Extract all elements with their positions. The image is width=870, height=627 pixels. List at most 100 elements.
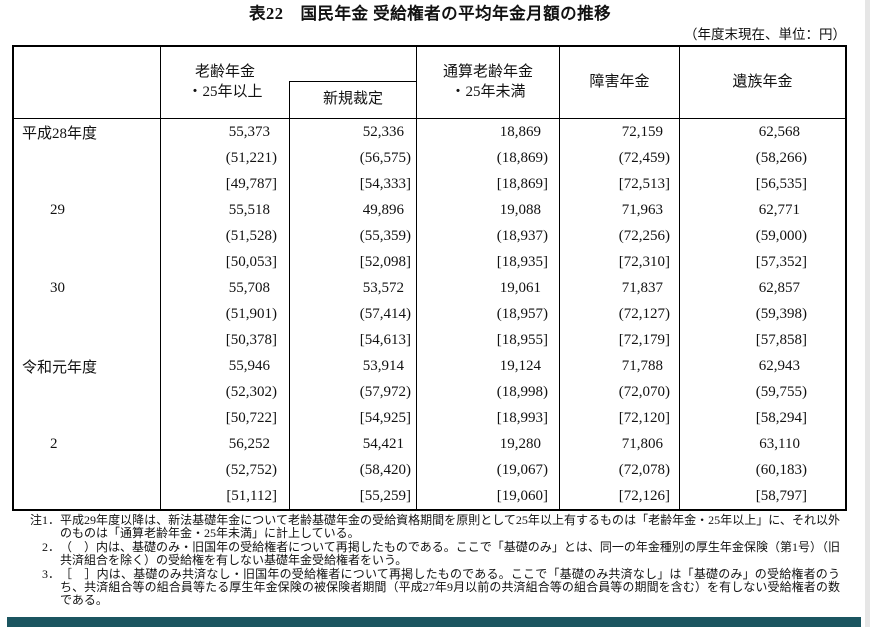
value-cell: [72,120] (559, 405, 679, 431)
pension-table-header: 老齢年金 ・25年以上 新規裁定 通算老齢年金 ・25年未満 障害年金 遺族年金 (14, 47, 845, 119)
value-cell: (57,414) (289, 301, 416, 327)
value-cell: [58,797] (679, 483, 845, 509)
footnote-3-text: ［ ］内は、基礎のみ共済なし・旧国年の受給権者について再掲したものである。ここで… (60, 566, 840, 608)
year-label: 令和元年度 (22, 359, 98, 376)
header-prorated-line1: 通算老齢年金 (442, 64, 533, 80)
footnote-2-text: （ ）内は、基礎のみ・旧国年の受給権者について再掲したものである。ここで「基礎の… (60, 539, 840, 568)
value-cell: (51,901) (160, 301, 289, 327)
year-label (14, 223, 160, 249)
value-cell: [52,098] (289, 249, 416, 275)
header-oldage-pension: 老齢年金 ・25年以上 (160, 47, 289, 118)
footnote-2-label: 2． (41, 539, 60, 554)
year-label (14, 327, 160, 353)
value-cell: (60,183) (679, 457, 845, 483)
year-label (14, 171, 160, 197)
year-label: 30 (50, 279, 65, 296)
year-label (14, 483, 160, 509)
value-cell: (51,221) (160, 145, 289, 171)
value-cell: 52,336 (289, 119, 416, 145)
value-cell: 53,914 (289, 353, 416, 379)
value-cell: (18,998) (416, 379, 559, 405)
footnote-3: 3． ［ ］内は、基礎のみ共済なし・旧国年の受給権者について再掲したものである。… (12, 566, 840, 608)
header-prorated-oldage-pension: 通算老齢年金 ・25年未満 (416, 47, 559, 118)
value-cell: [18,955] (416, 327, 559, 353)
page-title: 表22 国民年金 受給権者の平均年金月額の推移 (248, 4, 612, 23)
header-new-award: 新規裁定 (289, 81, 416, 118)
header-survivor-pension: 遺族年金 (679, 47, 845, 118)
value-cell: [50,378] (160, 327, 289, 353)
value-cell: [54,333] (289, 171, 416, 197)
value-cell: [58,294] (679, 405, 845, 431)
value-cell: (58,266) (679, 145, 845, 171)
value-cell: (72,127) (559, 301, 679, 327)
value-cell: [55,259] (289, 483, 416, 509)
value-cell: [50,053] (160, 249, 289, 275)
value-cell: [49,787] (160, 171, 289, 197)
value-cell: [54,613] (289, 327, 416, 353)
header-corner-cell (14, 47, 160, 118)
header-disability-pension: 障害年金 (559, 47, 679, 118)
value-cell: [18,869] (416, 171, 559, 197)
footnote-3-label: 3． (41, 566, 60, 581)
value-cell: 53,572 (289, 275, 416, 301)
pension-table-body: 平成28年度 55,373 52,336 18,869 72,159 62,568 (51,… (14, 119, 845, 509)
value-cell: 62,857 (679, 275, 845, 301)
value-cell: 71,788 (559, 353, 679, 379)
header-oldage-line1: 老齢年金 (194, 64, 255, 80)
value-cell: 56,252 (160, 431, 289, 457)
value-cell: 62,943 (679, 353, 845, 379)
value-cell: 19,280 (416, 431, 559, 457)
footnote-1-text: 平成29年度以降は、新法基礎年金について老齢基礎年金の受給資格期間を原則として2… (60, 513, 840, 541)
value-cell: 55,373 (160, 119, 289, 145)
value-cell: (59,000) (679, 223, 845, 249)
value-cell: 62,568 (679, 119, 845, 145)
footnotes: 注1． 平成29年度以降は、新法基礎年金について老齢基礎年金の受給資格期間を原則… (12, 513, 840, 608)
value-cell: [57,352] (679, 249, 845, 275)
value-cell: 19,124 (416, 353, 559, 379)
year-label (14, 301, 160, 327)
value-cell: [72,126] (559, 483, 679, 509)
year-label (14, 457, 160, 483)
value-cell: 55,708 (160, 275, 289, 301)
page-edge (865, 0, 870, 627)
value-cell: 72,159 (559, 119, 679, 145)
value-cell: (56,575) (289, 145, 416, 171)
year-label: 29 (50, 201, 65, 218)
value-cell: [56,535] (679, 171, 845, 197)
value-cell: (57,972) (289, 379, 416, 405)
value-cell: [19,060] (416, 483, 559, 509)
value-cell: 19,088 (416, 197, 559, 223)
value-cell: 71,837 (559, 275, 679, 301)
value-cell: 18,869 (416, 119, 559, 145)
value-cell: 19,061 (416, 275, 559, 301)
year-label: 2 (50, 435, 58, 452)
value-cell: (51,528) (160, 223, 289, 249)
value-cell: (52,752) (160, 457, 289, 483)
value-cell: 71,963 (559, 197, 679, 223)
header-oldage-line2: ・25年以上 (187, 83, 263, 100)
value-cell: 54,421 (289, 431, 416, 457)
document-page: 表22 国民年金 受給権者の平均年金月額の推移 （年度末現在、単位：円） 老齢年… (12, 0, 848, 608)
header-gap-cell (289, 47, 416, 81)
value-cell: 63,110 (679, 431, 845, 457)
year-label (14, 405, 160, 431)
header-prorated-line2: ・25年未満 (450, 83, 526, 100)
value-cell: (18,937) (416, 223, 559, 249)
value-cell: 62,771 (679, 197, 845, 223)
value-cell: (58,420) (289, 457, 416, 483)
value-cell: (55,359) (289, 223, 416, 249)
value-cell: [72,179] (559, 327, 679, 353)
value-cell: (52,302) (160, 379, 289, 405)
unit-note: （年度末現在、単位：円） (684, 27, 846, 42)
value-cell: [72,513] (559, 171, 679, 197)
pension-table: 老齢年金 ・25年以上 新規裁定 通算老齢年金 ・25年未満 障害年金 遺族年金… (12, 45, 847, 511)
value-cell: [51,112] (160, 483, 289, 509)
value-cell: 49,896 (289, 197, 416, 223)
value-cell: 55,518 (160, 197, 289, 223)
value-cell: (72,459) (559, 145, 679, 171)
footnote-1-label: 注1． (29, 513, 60, 527)
value-cell: [18,993] (416, 405, 559, 431)
value-cell: [50,722] (160, 405, 289, 431)
footnote-1: 注1． 平成29年度以降は、新法基礎年金について老齢基礎年金の受給資格期間を原則… (12, 513, 840, 541)
value-cell: (19,067) (416, 457, 559, 483)
